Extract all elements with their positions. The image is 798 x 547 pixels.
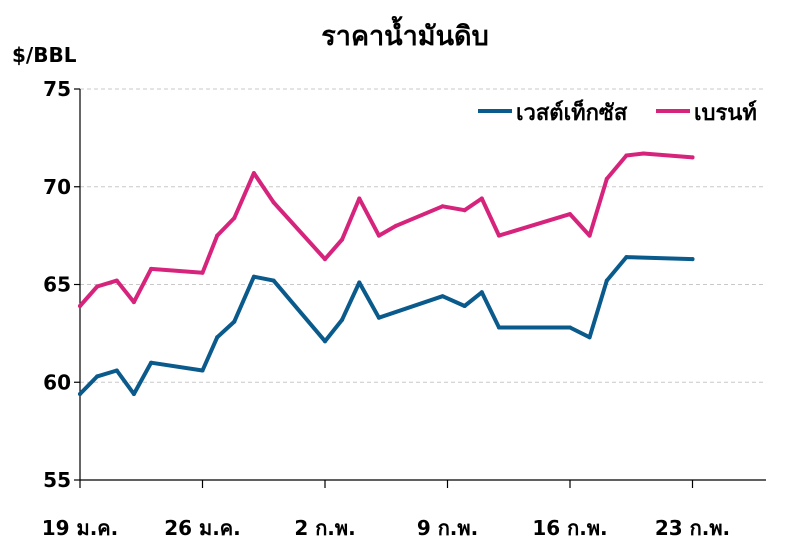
series-line-1 [78, 151, 695, 308]
series-0-point [200, 368, 205, 373]
series-0-point [78, 392, 82, 396]
series-0-point [131, 392, 136, 396]
series-1-point [568, 212, 572, 217]
legend-label-0: เวสต์เท็กซัส [516, 98, 628, 126]
series-1-point [690, 155, 695, 160]
series-0-point [95, 374, 100, 379]
x-tick-label: 16 ก.พ. [532, 516, 607, 540]
series-1-point [323, 257, 327, 262]
series-0-point [215, 335, 220, 340]
series-1-point [440, 204, 445, 209]
series-0-point [587, 335, 592, 340]
x-tick-label: 9 ก.พ. [417, 516, 478, 540]
y-tick-labels: 75 70 65 60 55 [43, 77, 71, 492]
series-0-point [604, 278, 609, 283]
series-1-point [357, 196, 362, 201]
series-1-point [394, 223, 399, 228]
series-0-point [357, 280, 362, 285]
x-tick-label: 26 ม.ค. [164, 516, 241, 540]
series-1-point [114, 278, 119, 283]
y-tick-label: 60 [43, 370, 71, 394]
y-tick-label: 65 [43, 273, 71, 297]
series-1-point [149, 266, 154, 271]
axes [74, 88, 766, 488]
series-1-point [497, 233, 501, 238]
series-line-0 [78, 255, 695, 396]
series-0-point [479, 290, 484, 295]
series-1-point [479, 196, 484, 201]
series-0-point [462, 304, 467, 308]
x-tick-label: 2 ก.พ. [294, 516, 355, 540]
series-1-point [131, 300, 136, 305]
chart-title: ราคาน้ำมันดิบ [321, 15, 488, 52]
series-1-point [340, 237, 345, 242]
legend: เวสต์เท็กซัส เบรนท์ [478, 98, 757, 126]
series-1-point [641, 151, 646, 156]
series-0-point [149, 360, 154, 365]
series-0-point [114, 368, 119, 373]
series-0-point [624, 255, 629, 260]
x-tick-labels: 19 ม.ค. 26 ม.ค. 2 ก.พ. 9 ก.พ. 16 ก.พ. 23 ก.พ. [42, 516, 730, 540]
series-1-point [251, 171, 256, 176]
series-1-point [78, 304, 82, 308]
series-0-point [232, 319, 237, 324]
series-1-point [215, 233, 220, 238]
series-0-point [323, 339, 327, 344]
y-tick-label: 75 [43, 77, 71, 101]
x-tick-label: 19 ม.ค. [42, 516, 119, 540]
series-1-point [200, 270, 205, 275]
series-0-point [497, 325, 501, 330]
y-tick-label: 55 [43, 468, 71, 492]
series-1-point [624, 153, 629, 158]
series-0-point [690, 257, 695, 262]
series-0-point [568, 325, 572, 330]
gridlines [80, 88, 766, 383]
series-1-point [587, 233, 592, 238]
series-1-point [271, 200, 276, 205]
series-1-point [95, 284, 100, 289]
y-axis-unit-label: $/BBL [12, 43, 77, 67]
series-1-point [604, 176, 609, 181]
series-1-point [232, 216, 237, 220]
series-0-point [271, 278, 276, 283]
legend-label-1: เบรนท์ [694, 100, 757, 126]
y-tick-label: 70 [43, 175, 71, 199]
series-0-point [251, 274, 256, 279]
series-0-point [440, 294, 445, 299]
series-1-point [376, 233, 381, 238]
series-0-point [376, 315, 381, 320]
series-1-point [462, 208, 467, 213]
series-0-point [340, 317, 345, 322]
x-tick-label: 23 ก.พ. [655, 516, 730, 540]
series-lines [78, 151, 695, 396]
